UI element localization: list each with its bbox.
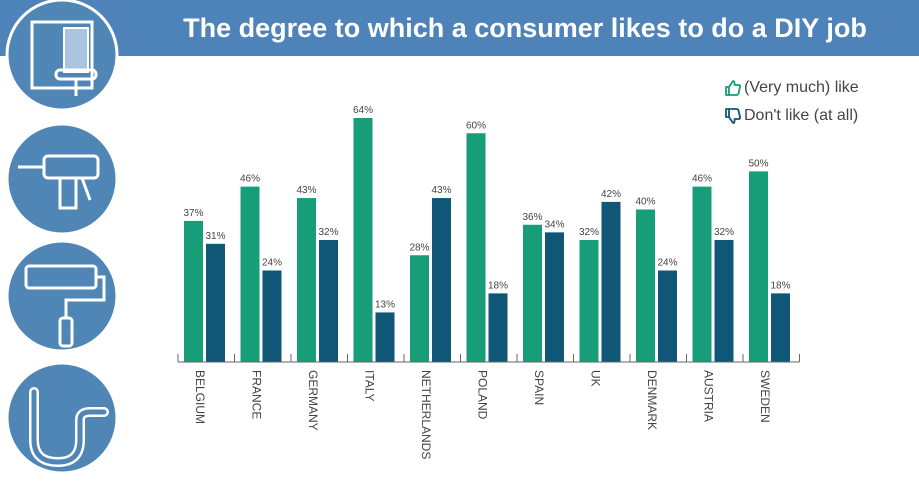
bar-netherlands-like — [410, 255, 429, 362]
bar-sweden-like — [749, 171, 768, 362]
data-label-italy-dislike: 13% — [375, 299, 395, 310]
x-tick-label-austria: AUSTRIA — [701, 370, 715, 422]
bar-sweden-dislike — [771, 293, 790, 362]
thumbs-up-icon — [725, 80, 742, 96]
bar-france-dislike — [262, 270, 282, 362]
data-label-netherlands-like: 28% — [409, 242, 429, 253]
bar-belgium-dislike — [206, 243, 225, 362]
x-tick-label-germany: GERMANY — [306, 370, 320, 431]
icon-column — [5, 0, 119, 475]
data-label-poland-like: 60% — [466, 120, 486, 131]
data-label-austria-like: 46% — [692, 174, 712, 185]
data-label-uk-dislike: 42% — [601, 189, 621, 200]
bar-italy-dislike — [375, 312, 395, 362]
x-tick-label-sweden: SWEDEN — [758, 370, 772, 423]
bar-germany-dislike — [319, 240, 338, 362]
bar-uk-dislike — [601, 201, 621, 362]
x-tick-label-poland: POLAND — [475, 370, 489, 420]
bar-austria-like — [692, 186, 712, 362]
title-banner: The degree to which a consumer likes to … — [0, 0, 919, 56]
power-drill-icon — [5, 122, 119, 236]
bar-denmark-like — [636, 209, 655, 362]
data-label-austria-dislike: 32% — [714, 227, 734, 238]
x-tick-label-belgium: BELGIUM — [193, 370, 207, 424]
x-tick-label-italy: ITALY — [362, 370, 376, 402]
bar-uk-like — [579, 240, 599, 362]
legend-item-dislike: Don't like (at all) — [724, 106, 858, 126]
bar-spain-dislike — [545, 232, 564, 362]
bar-italy-like — [353, 118, 373, 362]
data-label-denmark-dislike: 24% — [657, 258, 677, 269]
data-label-belgium-dislike: 31% — [205, 231, 225, 242]
data-label-uk-like: 32% — [579, 227, 599, 238]
data-label-sweden-like: 50% — [748, 158, 768, 169]
data-label-spain-like: 36% — [522, 212, 542, 223]
x-tick-label-uk: UK — [588, 370, 602, 387]
thumbs-down-icon — [725, 108, 742, 124]
bar-denmark-dislike — [658, 270, 677, 362]
bar-germany-like — [297, 198, 316, 362]
data-label-spain-dislike: 34% — [544, 219, 564, 230]
data-label-germany-like: 43% — [296, 185, 316, 196]
sink-pipe-icon — [5, 361, 119, 475]
data-label-belgium-like: 37% — [183, 208, 203, 219]
paint-roller-icon — [5, 239, 119, 353]
bar-poland-like — [466, 133, 486, 362]
legend-item-like: (Very much) like — [724, 78, 859, 98]
data-label-france-dislike: 24% — [262, 258, 282, 269]
x-tick-label-netherlands: NETHERLANDS — [419, 370, 433, 459]
bar-poland-dislike — [488, 293, 508, 362]
data-label-sweden-dislike: 18% — [770, 280, 790, 291]
x-tick-label-spain: SPAIN — [532, 370, 546, 405]
data-label-poland-dislike: 18% — [488, 280, 508, 291]
bar-austria-dislike — [714, 240, 734, 362]
data-label-netherlands-dislike: 43% — [431, 185, 451, 196]
data-label-denmark-like: 40% — [635, 197, 655, 208]
legend-label-like: (Very much) like — [744, 79, 859, 96]
data-label-italy-like: 64% — [353, 105, 373, 116]
data-label-germany-dislike: 32% — [318, 227, 338, 238]
page-title: The degree to which a consumer likes to … — [183, 13, 867, 43]
legend-label-dislike: Don't like (at all) — [744, 107, 859, 124]
x-tick-label-denmark: DENMARK — [645, 370, 659, 430]
bar-netherlands-dislike — [432, 198, 451, 362]
bar-belgium-like — [184, 220, 203, 362]
bar-spain-like — [523, 224, 542, 362]
bar-france-like — [240, 186, 260, 362]
data-label-france-like: 46% — [240, 174, 260, 185]
wallpaper-roll-icon — [5, 0, 119, 112]
x-tick-label-france: FRANCE — [249, 370, 263, 419]
